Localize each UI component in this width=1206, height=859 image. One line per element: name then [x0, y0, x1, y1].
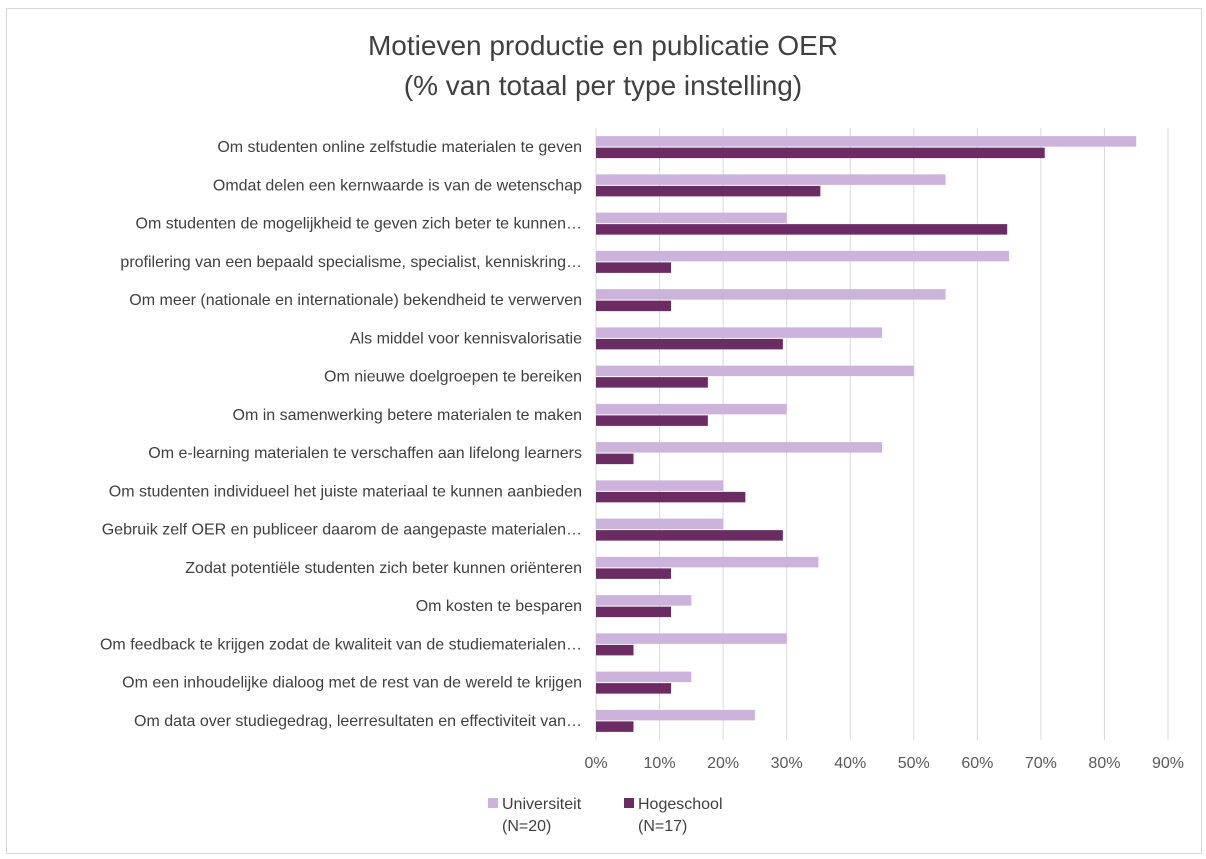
- bar-hogeschool: [596, 683, 671, 694]
- legend-item-hogeschool: Hogeschool (N=17): [624, 794, 723, 838]
- legend-swatch-universiteit: [488, 798, 498, 808]
- chart-title: Motieven productie en publicatie OER (% …: [0, 26, 1206, 106]
- bar-universiteit: [596, 289, 946, 300]
- x-tick-label: 90%: [1152, 755, 1184, 772]
- category-label: Om studenten individueel het juiste mate…: [109, 483, 582, 500]
- category-label: Om meer (nationale en internationale) be…: [129, 292, 582, 309]
- legend-label-universiteit: Universiteit: [502, 796, 582, 813]
- bar-hogeschool: [596, 377, 708, 388]
- bar-universiteit: [596, 365, 914, 377]
- bar-universiteit: [596, 633, 787, 644]
- bar-hogeschool: [596, 606, 671, 618]
- bar-universiteit: [596, 556, 819, 568]
- bar-universiteit: [596, 518, 724, 530]
- bar-universiteit: [596, 174, 946, 185]
- bar-universiteit: [596, 403, 787, 415]
- category-label: Als middel voor kennisvalorisatie: [350, 330, 582, 347]
- category-label: Gebruik zelf OER en publiceer daarom de …: [102, 522, 582, 539]
- category-label: Om studenten de mogelijkheid te geven zi…: [136, 216, 583, 233]
- category-label: Om nieuwe doelgroepen te bereiken: [324, 369, 582, 386]
- bar-universiteit: [596, 595, 692, 606]
- bar-hogeschool: [596, 568, 671, 579]
- bar-hogeschool: [596, 453, 634, 465]
- category-label: Om data over studiegedrag, leerresultate…: [134, 713, 582, 730]
- category-label: Om in samenwerking betere materialen te …: [233, 407, 583, 424]
- bar-hogeschool: [596, 530, 783, 541]
- bar-universiteit: [596, 212, 787, 224]
- bar-universiteit: [596, 327, 882, 338]
- x-tick-label: 80%: [1088, 755, 1120, 772]
- category-label: Om feedback te krijgen zodat de kwalitei…: [100, 636, 582, 653]
- x-tick-label: 50%: [898, 755, 930, 772]
- category-labels: Om studenten online zelfstudie materiale…: [100, 139, 582, 730]
- bar-hogeschool: [596, 224, 1008, 235]
- category-label: Om een inhoudelijke dialoog met de rest …: [122, 675, 582, 692]
- bar-hogeschool: [596, 185, 821, 197]
- bar-hogeschool: [596, 644, 634, 656]
- bar-hogeschool: [596, 147, 1045, 159]
- x-tick-label: 60%: [961, 755, 993, 772]
- x-tick-label: 70%: [1025, 755, 1057, 772]
- legend-swatch-hogeschool: [624, 798, 634, 808]
- bar-hogeschool: [596, 338, 783, 350]
- bars: [596, 136, 1137, 732]
- bar-hogeschool: [596, 262, 671, 273]
- bar-universiteit: [596, 709, 755, 721]
- bar-universiteit: [596, 480, 724, 491]
- bar-hogeschool: [596, 415, 708, 426]
- category-label: Om kosten te besparen: [416, 598, 582, 615]
- category-label: profilering van een bepaald specialisme,…: [120, 254, 582, 271]
- legend-n-hogeschool: (N=17): [638, 818, 688, 835]
- bar-hogeschool: [596, 491, 746, 503]
- bar-hogeschool: [596, 300, 671, 312]
- x-tick-labels: 0% 10% 20% 30% 40% 50% 60% 70% 80% 90%: [584, 755, 1184, 772]
- x-tick-label: 10%: [644, 755, 676, 772]
- category-label: Omdat delen een kernwaarde is van de wet…: [213, 177, 582, 194]
- x-tick-label: 30%: [771, 755, 803, 772]
- category-label: Om studenten online zelfstudie materiale…: [217, 139, 582, 156]
- legend-item-universiteit: Universiteit (N=20): [488, 794, 581, 838]
- x-tick-label: 20%: [707, 755, 739, 772]
- legend-label-hogeschool: Hogeschool: [638, 796, 723, 813]
- bar-universiteit: [596, 671, 692, 683]
- chart-title-line-2: (% van totaal per type instelling): [403, 70, 803, 101]
- bar-hogeschool: [596, 721, 634, 732]
- x-tick-label: 40%: [834, 755, 866, 772]
- chart-title-line-1: Motieven productie en publicatie OER: [367, 30, 839, 61]
- bar-universiteit: [596, 136, 1137, 147]
- category-label: Zodat potentiële studenten zich beter ku…: [185, 560, 582, 577]
- legend-n-universiteit: (N=20): [502, 818, 552, 835]
- category-label: Om e-learning materialen te verschaffen …: [148, 445, 582, 462]
- x-tick-label: 0%: [584, 755, 607, 772]
- bar-universiteit: [596, 250, 1010, 262]
- bar-universiteit: [596, 442, 882, 453]
